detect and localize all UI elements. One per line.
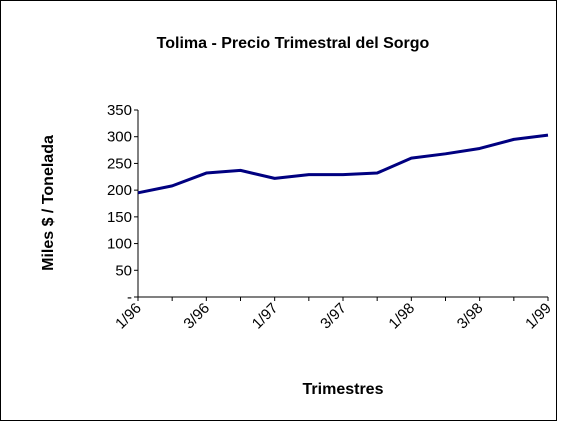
y-tick-label: - — [127, 289, 132, 306]
line-series — [137, 133, 549, 195]
y-axis-title: Miles $ / Tonelada — [40, 135, 57, 271]
y-tick-label: 300 — [107, 129, 132, 146]
x-axis-title: Trimestres — [303, 381, 384, 398]
y-tick-label: 200 — [107, 182, 132, 199]
y-tick-label: 350 — [107, 102, 132, 119]
y-tick-label: 250 — [107, 155, 132, 172]
chart-title: Tolima - Precio Trimestral del Sorgo — [157, 35, 430, 52]
y-tick-label: 100 — [107, 236, 132, 253]
y-tick-label: 50 — [115, 262, 132, 279]
y-tick-label: 150 — [107, 209, 132, 226]
